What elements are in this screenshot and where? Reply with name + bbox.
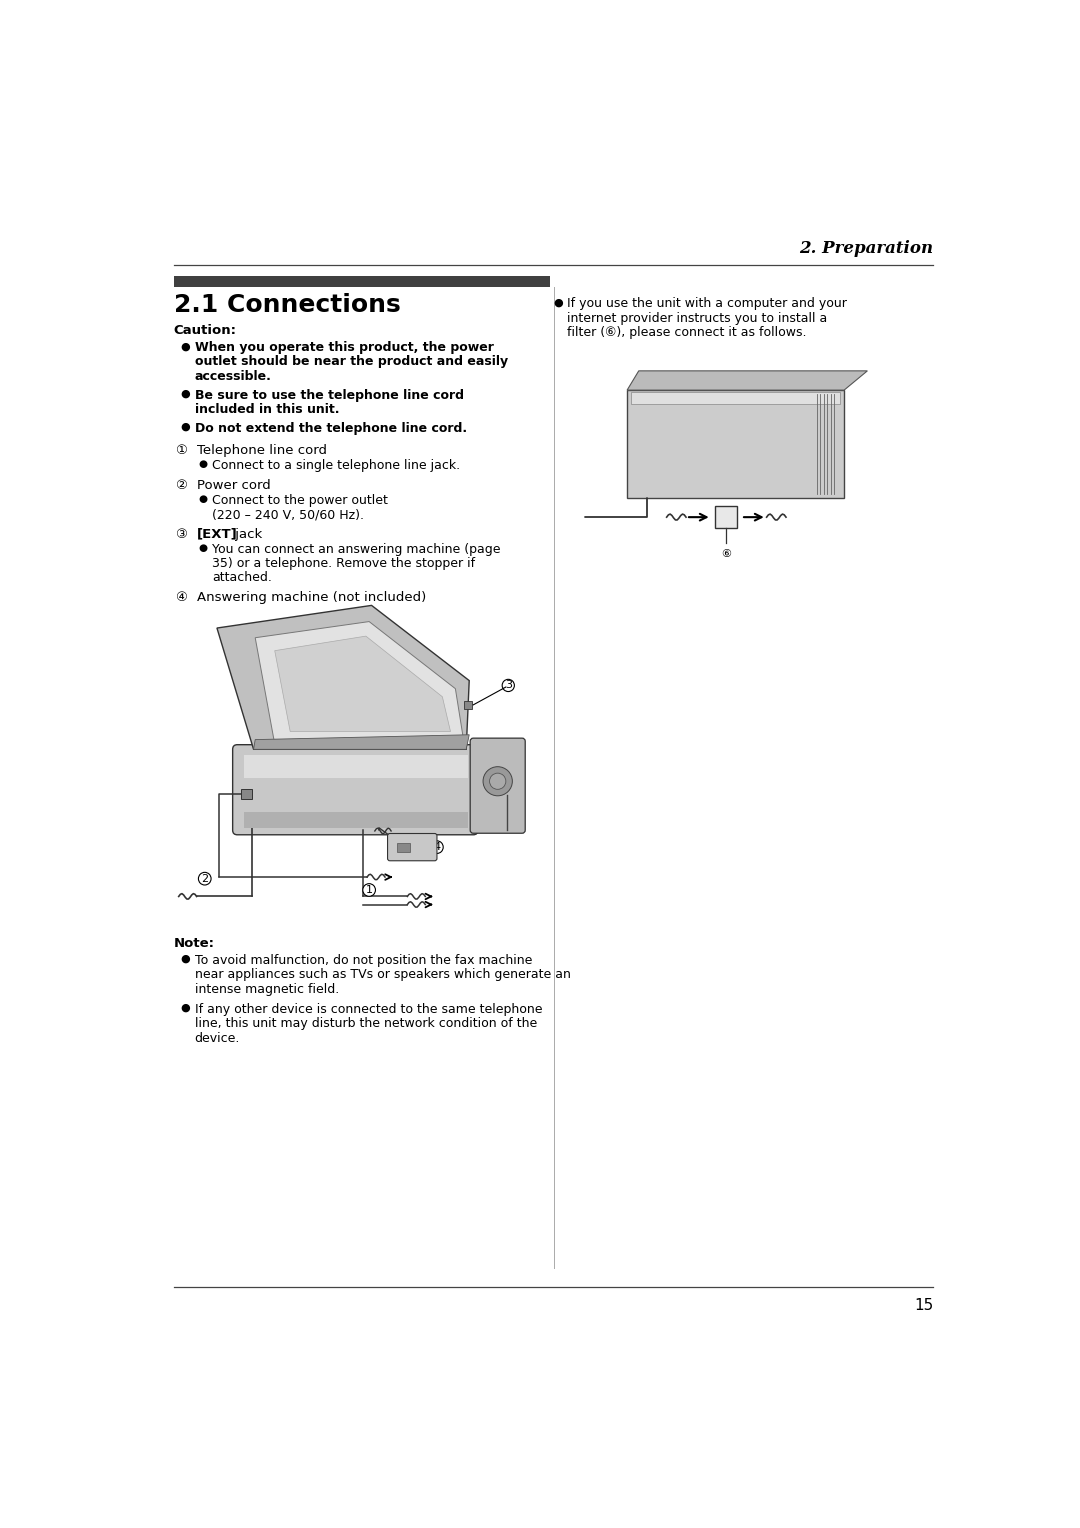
- Bar: [715, 506, 738, 529]
- Text: 4: 4: [433, 842, 441, 853]
- Text: ②: ②: [175, 480, 187, 492]
- Text: 3: 3: [504, 680, 512, 691]
- Text: [EXT]: [EXT]: [197, 529, 238, 541]
- Bar: [244, 755, 468, 778]
- Circle shape: [489, 773, 505, 790]
- Text: You can connect an answering machine (page: You can connect an answering machine (pa…: [213, 542, 501, 556]
- Text: Caution:: Caution:: [174, 324, 237, 338]
- Text: filter (⑥), please connect it as follows.: filter (⑥), please connect it as follows…: [567, 325, 807, 339]
- Text: 2.1 Connections: 2.1 Connections: [174, 293, 401, 318]
- Polygon shape: [627, 390, 845, 498]
- Polygon shape: [274, 636, 450, 732]
- Text: If any other device is connected to the same telephone: If any other device is connected to the …: [194, 1002, 542, 1016]
- Bar: [244, 811, 468, 828]
- Bar: [396, 842, 410, 851]
- Text: jack: jack: [231, 529, 262, 541]
- Text: When you operate this product, the power: When you operate this product, the power: [194, 341, 494, 354]
- Text: accessible.: accessible.: [194, 370, 271, 382]
- Text: Be sure to use the telephone line cord: Be sure to use the telephone line cord: [194, 388, 463, 402]
- Text: intense magnetic field.: intense magnetic field.: [194, 983, 339, 996]
- FancyBboxPatch shape: [232, 744, 478, 834]
- FancyBboxPatch shape: [470, 738, 525, 833]
- Text: Do not extend the telephone line cord.: Do not extend the telephone line cord.: [194, 422, 467, 434]
- Text: Power cord: Power cord: [197, 480, 271, 492]
- Text: ●: ●: [180, 953, 190, 964]
- Circle shape: [483, 767, 512, 796]
- Text: device.: device.: [194, 1031, 240, 1045]
- Text: 35) or a telephone. Remove the stopper if: 35) or a telephone. Remove the stopper i…: [213, 558, 475, 570]
- Text: 2. Preparation: 2. Preparation: [799, 240, 933, 257]
- Bar: [241, 788, 252, 799]
- Text: Connect to the power outlet: Connect to the power outlet: [213, 494, 389, 507]
- FancyBboxPatch shape: [388, 833, 437, 860]
- Text: Connect to a single telephone line jack.: Connect to a single telephone line jack.: [213, 460, 461, 472]
- Text: Telephone line cord: Telephone line cord: [197, 445, 327, 457]
- Text: 15: 15: [914, 1297, 933, 1313]
- Text: line, this unit may disturb the network condition of the: line, this unit may disturb the network …: [194, 1018, 537, 1030]
- Text: ●: ●: [199, 542, 207, 553]
- Text: ●: ●: [554, 298, 564, 307]
- Text: To avoid malfunction, do not position the fax machine: To avoid malfunction, do not position th…: [194, 953, 532, 967]
- Bar: [464, 701, 472, 709]
- Text: near appliances such as TVs or speakers which generate an: near appliances such as TVs or speakers …: [194, 969, 570, 981]
- Text: ●: ●: [180, 388, 190, 399]
- Text: 2: 2: [201, 874, 208, 883]
- Text: outlet should be near the product and easily: outlet should be near the product and ea…: [194, 356, 508, 368]
- Polygon shape: [627, 371, 867, 390]
- Text: ⑥: ⑥: [721, 550, 731, 559]
- Text: attached.: attached.: [213, 571, 272, 584]
- Text: ●: ●: [180, 422, 190, 432]
- Text: ●: ●: [199, 494, 207, 504]
- Text: ●: ●: [199, 460, 207, 469]
- Text: 1: 1: [366, 885, 373, 895]
- Text: included in this unit.: included in this unit.: [194, 403, 339, 416]
- Bar: [631, 393, 840, 403]
- Text: ①: ①: [175, 445, 187, 457]
- Polygon shape: [254, 735, 469, 749]
- Text: ③: ③: [175, 529, 187, 541]
- Polygon shape: [217, 605, 469, 749]
- Text: If you use the unit with a computer and your: If you use the unit with a computer and …: [567, 298, 848, 310]
- Text: Note:: Note:: [174, 937, 215, 950]
- Text: ●: ●: [180, 341, 190, 351]
- Polygon shape: [255, 622, 463, 740]
- Text: ④: ④: [175, 591, 187, 604]
- Text: Answering machine (not included): Answering machine (not included): [197, 591, 427, 604]
- Text: internet provider instructs you to install a: internet provider instructs you to insta…: [567, 312, 827, 324]
- Text: (220 – 240 V, 50/60 Hz).: (220 – 240 V, 50/60 Hz).: [213, 509, 365, 521]
- Bar: [174, 275, 550, 287]
- Text: ●: ●: [180, 1002, 190, 1013]
